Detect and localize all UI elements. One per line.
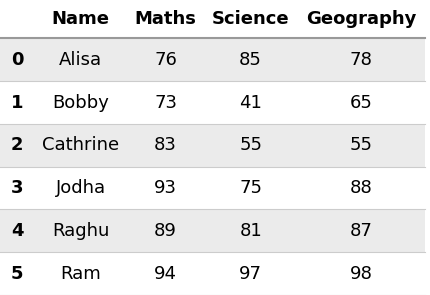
Bar: [0, 124, 425, 167]
Bar: [0, 0, 425, 38]
Text: Raghu: Raghu: [52, 222, 109, 240]
Text: 93: 93: [154, 179, 177, 197]
Text: Ram: Ram: [60, 265, 101, 283]
Text: Name: Name: [52, 10, 110, 28]
Text: 98: 98: [350, 265, 372, 283]
Text: Bobby: Bobby: [52, 94, 109, 112]
Text: 78: 78: [350, 51, 372, 69]
Text: 65: 65: [350, 94, 372, 112]
Text: 4: 4: [11, 222, 23, 240]
Text: Geography: Geography: [306, 10, 416, 28]
Text: 88: 88: [350, 179, 372, 197]
Text: 41: 41: [239, 94, 262, 112]
Text: 89: 89: [154, 222, 177, 240]
Text: 0: 0: [11, 51, 23, 69]
Text: 83: 83: [154, 136, 177, 154]
Text: 97: 97: [239, 265, 262, 283]
Bar: [0, 38, 425, 81]
Text: 73: 73: [154, 94, 177, 112]
Text: 94: 94: [154, 265, 177, 283]
Text: 81: 81: [239, 222, 262, 240]
Text: Alisa: Alisa: [59, 51, 102, 69]
Text: Science: Science: [212, 10, 289, 28]
Text: 55: 55: [350, 136, 372, 154]
Text: 3: 3: [11, 179, 23, 197]
Text: 1: 1: [11, 94, 23, 112]
Text: 76: 76: [154, 51, 177, 69]
Text: Jodha: Jodha: [55, 179, 106, 197]
Text: 75: 75: [239, 179, 262, 197]
Text: 2: 2: [11, 136, 23, 154]
Text: 85: 85: [239, 51, 262, 69]
Bar: [0, 252, 425, 295]
Text: Maths: Maths: [135, 10, 197, 28]
Text: 55: 55: [239, 136, 262, 154]
Text: Cathrine: Cathrine: [42, 136, 119, 154]
Bar: [0, 81, 425, 124]
Text: 87: 87: [350, 222, 372, 240]
Bar: [0, 167, 425, 209]
Text: 5: 5: [11, 265, 23, 283]
Bar: [0, 209, 425, 252]
